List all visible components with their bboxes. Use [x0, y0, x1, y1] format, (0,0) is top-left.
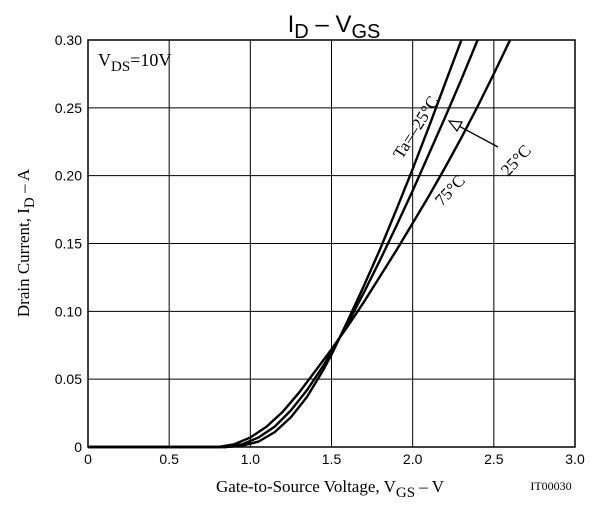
condition-label: VDS=10V — [98, 50, 171, 75]
y-axis-label-text: Drain Current, I — [14, 208, 33, 317]
y-tick-label: 0.10 — [55, 303, 82, 319]
y-tick-label: 0.15 — [55, 236, 82, 252]
x-axis-label-sub: GS — [396, 485, 415, 501]
chart-title-dash: – — [309, 11, 336, 38]
x-axis-label-unit: – V — [415, 477, 445, 496]
x-tick-label: 3.0 — [565, 451, 585, 467]
x-tick-label: 0.5 — [159, 451, 179, 467]
chart-title-v: V — [335, 11, 351, 38]
annotation-arrow — [447, 120, 499, 148]
chart-title: ID – VGS — [288, 11, 381, 43]
grid — [87, 39, 576, 448]
annotation-ta-minus25: Ta=–25°C — [389, 93, 442, 162]
chart-title-main: I — [288, 11, 295, 38]
y-tick-label: 0.20 — [55, 168, 82, 184]
y-axis-label-sub: D — [22, 197, 38, 208]
condition-value: =10V — [130, 50, 171, 70]
annotation-25c: 25°C — [497, 141, 535, 180]
condition-v: V — [98, 50, 111, 70]
figure-code: IT00030 — [530, 479, 571, 493]
x-tick-label: 1.5 — [322, 451, 342, 467]
series-line-2 — [88, 39, 512, 449]
x-axis-label: Gate-to-Source Voltage, VGS – V — [216, 477, 445, 501]
annotation-75c: 75°C — [431, 171, 469, 210]
x-axis-label-text: Gate-to-Source Voltage, V — [216, 477, 397, 496]
x-tick-label: 0 — [84, 451, 92, 467]
chart-title-v-sub: GS — [351, 21, 380, 43]
tick-labels: 0 0.5 1.0 1.5 2.0 2.5 3.0 0 0.05 0.10 0.15 0.20 0.25… — [55, 32, 585, 467]
chart-title-main-sub: D — [294, 21, 308, 43]
data-series — [88, 39, 512, 449]
y-tick-label: 0 — [74, 439, 82, 455]
y-tick-label: 0.25 — [55, 100, 82, 116]
condition-sub: DS — [111, 59, 130, 75]
y-tick-label: 0.05 — [55, 371, 82, 387]
plot-area: 0 0.5 1.0 1.5 2.0 2.5 3.0 0 0.05 0.10 0.15 0.20 0.25… — [55, 32, 585, 467]
y-axis-label-unit: – A — [14, 168, 33, 197]
x-tick-label: 2.5 — [484, 451, 504, 467]
plot-frame — [87, 39, 576, 448]
series-line-1 — [88, 39, 479, 449]
x-tick-label: 2.0 — [403, 451, 423, 467]
x-tick-label: 1.0 — [241, 451, 261, 467]
y-axis-label: Drain Current, ID – A — [14, 168, 38, 317]
y-tick-label: 0.30 — [55, 32, 82, 48]
